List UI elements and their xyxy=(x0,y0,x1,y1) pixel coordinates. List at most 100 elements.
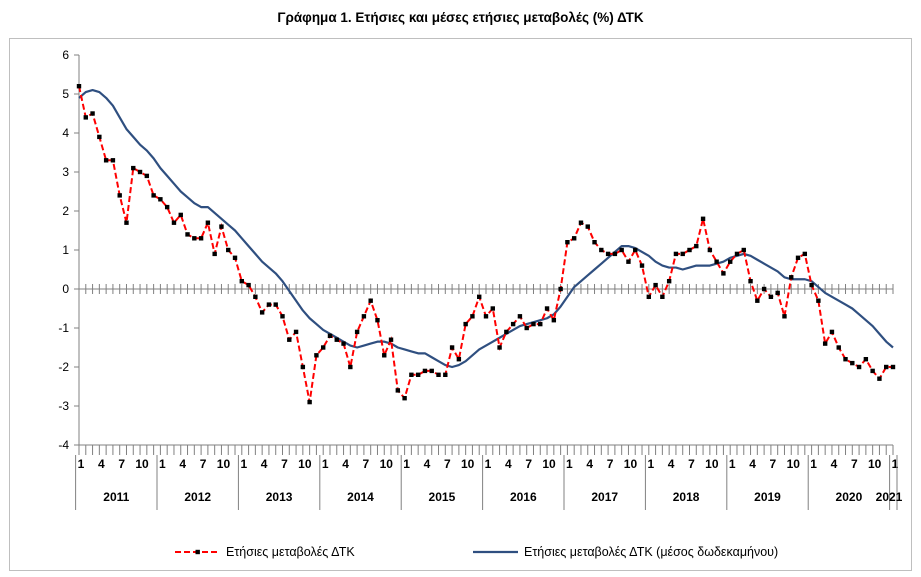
series-annual-point xyxy=(314,353,319,358)
y-tick-label: 4 xyxy=(62,126,69,140)
x-month-label: 4 xyxy=(424,457,431,471)
chart-frame xyxy=(9,38,912,571)
series-annual-point xyxy=(639,263,645,268)
x-month-label: 4 xyxy=(586,457,593,471)
series-annual-point xyxy=(890,364,896,370)
y-tick-label: 0 xyxy=(62,282,69,296)
series-annual-point xyxy=(721,271,726,276)
series-annual-point xyxy=(171,220,177,225)
series-annual-point xyxy=(707,247,713,253)
series-annual-point xyxy=(612,251,618,257)
series-annual-point xyxy=(565,240,570,245)
series-annual-point xyxy=(443,372,448,377)
series-annual-point xyxy=(321,345,326,350)
series-annual-point xyxy=(775,290,780,296)
x-month-label: 1 xyxy=(240,457,247,471)
series-annual-point xyxy=(748,279,753,284)
x-month-label: 4 xyxy=(98,457,105,471)
x-month-label: 1 xyxy=(566,457,573,471)
x-month-label: 4 xyxy=(749,457,756,471)
y-tick-label: 6 xyxy=(62,48,69,62)
series-annual-point xyxy=(734,251,740,257)
x-year-label: 2013 xyxy=(266,490,293,504)
series-annual-point xyxy=(205,220,211,225)
series-annual-point xyxy=(850,360,855,366)
x-month-label: 10 xyxy=(461,457,475,471)
x-year-label: 2018 xyxy=(673,490,700,504)
series-annual-point xyxy=(714,259,719,264)
series-annual-point xyxy=(164,204,170,210)
series-annual-point xyxy=(300,364,306,370)
series-annual-point xyxy=(829,329,835,335)
series-annual-point xyxy=(239,279,244,284)
x-month-label: 1 xyxy=(892,457,899,471)
series-annual-point xyxy=(287,337,292,342)
x-month-label: 1 xyxy=(159,457,166,471)
series-annual-point xyxy=(633,247,638,253)
series-annual-point xyxy=(538,321,543,327)
series-annual-point xyxy=(449,345,455,350)
series-annual-point xyxy=(761,286,767,292)
series-annual-point xyxy=(578,220,584,225)
x-month-label: 4 xyxy=(342,457,349,471)
y-tick-label: -3 xyxy=(58,399,69,413)
legend-annual-marker xyxy=(195,549,200,555)
x-month-label: 4 xyxy=(668,457,675,471)
series-annual-point xyxy=(192,236,197,241)
series-annual-point xyxy=(728,259,733,264)
series-annual-point xyxy=(666,279,672,284)
series-annual-point xyxy=(884,364,889,370)
series-annual-point xyxy=(334,337,339,342)
series-annual-point xyxy=(409,372,414,377)
x-month-label: 7 xyxy=(118,457,125,471)
series-annual-point xyxy=(483,314,489,319)
series-annual-point xyxy=(816,298,821,303)
series-annual-point xyxy=(843,357,848,362)
series-annual-point xyxy=(585,224,590,229)
series-annual-point xyxy=(117,193,122,198)
series-annual-point xyxy=(158,197,163,202)
series-annual-point xyxy=(802,251,808,257)
series-annual-point xyxy=(551,318,557,323)
series-annual-point xyxy=(137,169,143,175)
series-annual-point xyxy=(870,368,875,374)
y-tick-label: -1 xyxy=(58,321,69,335)
series-annual-point xyxy=(368,298,373,303)
series-annual-point xyxy=(198,236,204,241)
series-annual-point xyxy=(273,302,278,307)
series-annual-point xyxy=(232,255,238,260)
series-annual-point xyxy=(809,282,814,288)
series-annual-point xyxy=(741,247,746,253)
x-month-label: 1 xyxy=(403,457,410,471)
series-annual-point xyxy=(863,357,869,362)
series-annual-point xyxy=(83,115,88,120)
series-annual-point xyxy=(226,247,231,253)
series-annual-point xyxy=(558,286,563,292)
series-annual-point xyxy=(388,337,394,342)
x-year-label: 2020 xyxy=(836,490,863,504)
series-average-group xyxy=(78,89,894,369)
series-annual-point xyxy=(504,329,509,335)
series-annual-point xyxy=(103,158,109,163)
series-annual-point xyxy=(673,251,679,257)
y-tick-label: 3 xyxy=(62,165,69,179)
series-annual-point xyxy=(470,314,475,319)
y-tick-label: 1 xyxy=(62,243,69,257)
series-annual-point xyxy=(490,306,495,311)
series-annual-point xyxy=(266,302,272,307)
y-tick-label: 5 xyxy=(62,87,69,101)
series-annual-point xyxy=(293,329,299,335)
x-year-label: 2015 xyxy=(429,490,456,504)
series-annual-point xyxy=(700,216,706,221)
series-annual-point xyxy=(280,314,285,319)
series-annual-point xyxy=(375,318,380,323)
series-annual-point xyxy=(592,240,597,245)
series-annual-point xyxy=(877,376,882,381)
series-annual-point xyxy=(124,220,129,225)
series-annual-point xyxy=(422,368,428,374)
series-annual-point xyxy=(782,314,787,319)
series-annual-point xyxy=(619,247,624,253)
series-annual-point xyxy=(151,193,156,198)
